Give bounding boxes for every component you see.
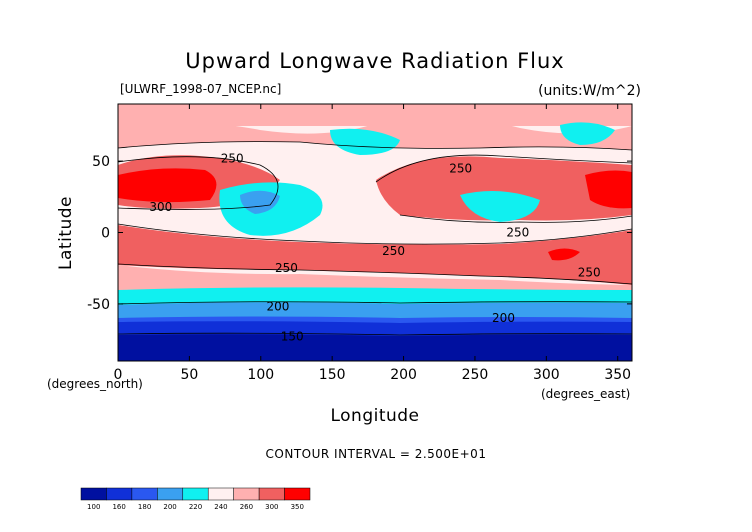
colorbar-label: 300 [265,503,278,511]
x-tick-label: 350 [604,367,631,383]
colorbar-swatch [131,487,158,501]
x-axis-label: Longitude [330,406,419,426]
y-unit-note: (degrees_north) [47,377,143,391]
contour-line [118,263,632,285]
x-tick-label: 300 [533,367,560,383]
colorbar-swatch [207,487,234,501]
colorbar-label: 350 [291,503,304,511]
contour-label: 250 [221,151,244,165]
contour-line [118,332,632,336]
colorbar-label: 240 [214,503,227,511]
units-label: (units:W/m^2) [538,83,641,99]
contour-label: 300 [149,200,172,214]
contour-label: 150 [281,330,304,344]
colorbar-label: 220 [189,503,202,511]
contour-labels: 250 300 250 250 250 250 250 200 200 150 [149,151,600,343]
x-tick-label: 150 [319,367,346,383]
contour-label: 250 [382,244,405,258]
x-tick-label: 250 [462,367,489,383]
dataset-label: [ULWRF_1998-07_NCEP.nc] [120,82,281,96]
band-africa-core [585,170,632,209]
colorbar-swatch [157,487,184,501]
band-asia-core [118,168,217,203]
colorbar-swatch [258,487,285,501]
contour-line [399,214,632,223]
band-south-pink [118,265,632,292]
colorbar-swatch [106,487,133,501]
colorbar-label: 180 [138,503,151,511]
band-south-tropics-red [118,225,632,285]
colorbar: 100 160 180 200 220 240 260 300 350 [80,487,311,511]
y-tick-label: -50 [87,297,110,313]
x-axis-ticks: 0 50 100 150 200 250 300 350 [114,104,631,383]
contour-line [118,141,632,151]
y-axis-ticks: 50 0 -50 [87,154,632,313]
colorbar-swatch [233,487,260,501]
y-tick-label: 50 [92,154,110,170]
y-tick-label: 0 [101,226,110,242]
colorbar-label: 200 [163,503,176,511]
x-tick-label: 0 [114,367,123,383]
contour-line [118,301,632,305]
region-north-cyan-2 [560,122,615,145]
y-axis-label: Latitude [56,196,76,270]
colorbar-swatch [80,487,107,501]
colorbar-swatch [182,487,209,501]
contour-line [118,223,632,245]
region-north-cyan-1 [330,128,400,155]
contour-label: 250 [275,261,298,275]
colorbar-label: 100 [87,503,100,511]
x-tick-label: 200 [390,367,417,383]
contour-label: 200 [492,311,515,325]
x-unit-note: (degrees_east) [541,387,630,401]
colorbar-label: 260 [240,503,253,511]
colorbar-swatch [284,487,311,501]
band-antarctica [118,334,632,361]
chart-title: Upward Longwave Radiation Flux [185,49,564,73]
contour-label: 250 [578,265,601,279]
colorbar-label: 160 [112,503,125,511]
band-south-hotspot [548,248,580,261]
field-plot [118,104,632,361]
contour-line [118,156,279,210]
contour-interval-note: CONTOUR INTERVAL = 2.500E+01 [266,447,487,461]
contour-line [375,154,632,183]
band-america-red [376,156,632,221]
region-asia-blue [240,190,280,214]
x-tick-label: 100 [247,367,274,383]
x-tick-label: 50 [180,367,198,383]
contour-label: 250 [506,226,529,240]
region-pacific-cyan [460,191,540,222]
contour-label: 200 [266,300,289,314]
contour-label: 250 [449,161,472,175]
band-polar-north [118,104,632,126]
